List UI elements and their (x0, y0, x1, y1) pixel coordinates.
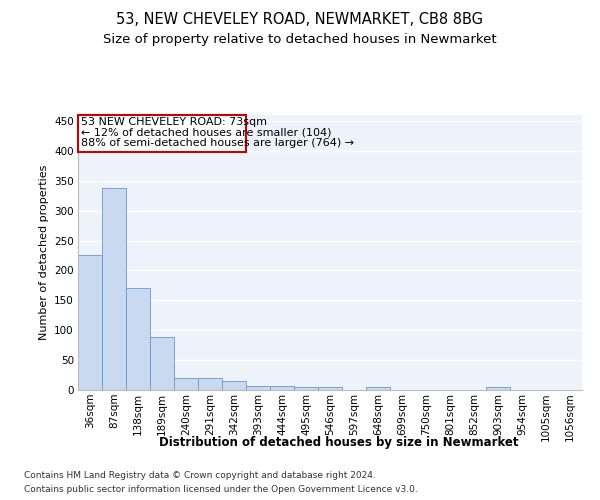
Bar (318, 387, 342, 390)
Text: Size of property relative to detached houses in Newmarket: Size of property relative to detached ho… (103, 32, 497, 46)
Text: 88% of semi-detached houses are larger (764) →: 88% of semi-detached houses are larger (… (81, 138, 354, 148)
Bar (78, 256, 102, 390)
Bar (174, 378, 198, 390)
Bar (102, 188, 126, 390)
Bar (366, 387, 390, 390)
Bar (486, 387, 510, 390)
Bar (126, 288, 150, 390)
Bar (222, 381, 246, 390)
Text: 53, NEW CHEVELEY ROAD, NEWMARKET, CB8 8BG: 53, NEW CHEVELEY ROAD, NEWMARKET, CB8 8B… (116, 12, 484, 28)
Bar (150, 338, 174, 390)
Y-axis label: Number of detached properties: Number of detached properties (38, 165, 49, 340)
FancyBboxPatch shape (79, 115, 246, 152)
Bar (198, 378, 222, 390)
Text: ← 12% of detached houses are smaller (104): ← 12% of detached houses are smaller (10… (81, 128, 331, 138)
Text: Contains public sector information licensed under the Open Government Licence v3: Contains public sector information licen… (24, 484, 418, 494)
Text: Contains HM Land Registry data © Crown copyright and database right 2024.: Contains HM Land Registry data © Crown c… (24, 472, 376, 480)
Bar (270, 386, 294, 390)
Text: Distribution of detached houses by size in Newmarket: Distribution of detached houses by size … (159, 436, 519, 449)
Bar (246, 386, 270, 390)
Bar (294, 387, 318, 390)
Text: 53 NEW CHEVELEY ROAD: 73sqm: 53 NEW CHEVELEY ROAD: 73sqm (81, 117, 267, 127)
